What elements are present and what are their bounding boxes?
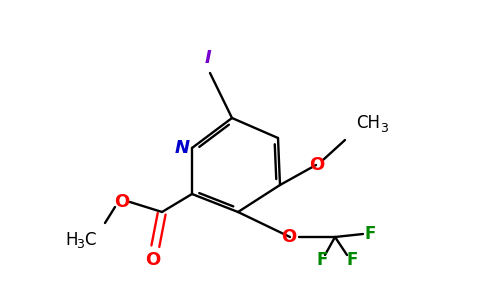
Text: F: F [347,251,358,269]
Text: 3: 3 [76,238,84,251]
Text: H: H [66,231,78,249]
Text: F: F [317,251,328,269]
Text: 3: 3 [380,122,388,134]
Text: C: C [84,231,96,249]
Text: CH: CH [356,114,380,132]
Text: I: I [205,49,212,67]
Text: N: N [174,139,190,157]
Text: O: O [309,156,325,174]
Text: O: O [114,193,130,211]
Text: F: F [364,225,376,243]
Text: O: O [281,228,297,246]
Text: O: O [145,251,161,269]
